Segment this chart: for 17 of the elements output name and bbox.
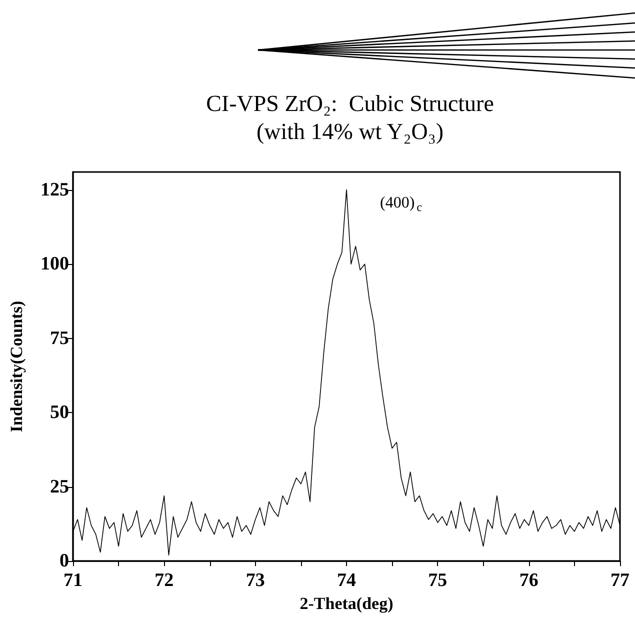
y-tick-label: 75 [50,328,69,349]
x-tick-label: 76 [519,570,538,592]
x-tick-label: 74 [337,570,356,592]
x-tick-label: 73 [246,570,265,592]
y-tick-label: 0 [60,550,69,572]
chart-subtitle: (with 14% wt Y₂O₃) [256,119,444,144]
y-axis-title: Indensity(Counts) [7,300,26,432]
x-axis-title: 2-Theta(deg) [300,594,394,613]
x-tick-label: 72 [154,570,174,592]
y-tick-label: 125 [40,179,69,200]
y-tick-label: 100 [40,254,69,275]
x-tick-label: 75 [428,570,448,592]
x-tick-label: 77 [610,570,630,592]
y-tick-label: 50 [50,402,69,424]
x-tick-label: 71 [64,570,82,592]
y-tick-label: 25 [50,476,69,498]
chart-title: CI-VPS ZrO₂: Cubic Structure [206,91,494,116]
